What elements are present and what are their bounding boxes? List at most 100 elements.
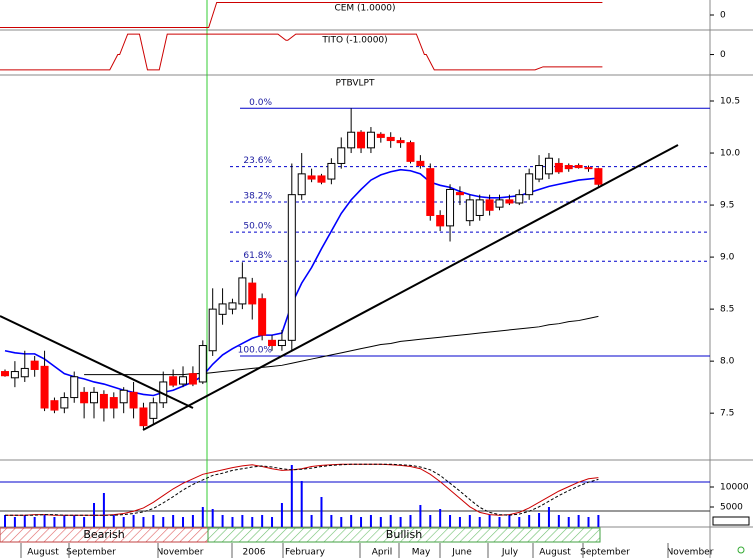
y-tick-label: 9.0	[720, 253, 735, 263]
volume-bar	[63, 515, 66, 527]
candle-body	[109, 397, 118, 409]
volume-bar	[488, 515, 491, 527]
candle-body	[277, 339, 286, 347]
candle-body	[10, 371, 19, 379]
candle-body	[80, 391, 89, 404]
volume-bar	[142, 517, 145, 527]
volume-bar	[102, 493, 105, 527]
candle-body	[515, 194, 524, 204]
series-line	[5, 463, 599, 516]
volume-bar	[567, 517, 570, 527]
candle-body	[1, 371, 9, 377]
bullish-band	[207, 527, 601, 543]
volume-bar	[320, 497, 323, 527]
candle-body	[99, 393, 108, 409]
volume-bar	[112, 515, 115, 527]
candle-body	[525, 173, 534, 196]
candle-body	[90, 391, 99, 404]
y-tick-label: 7.5	[720, 409, 734, 419]
volume-bar	[122, 517, 125, 527]
panel-title: PTBVLPT	[336, 79, 375, 89]
volume-bar	[498, 517, 501, 527]
volume-bar	[310, 515, 313, 527]
volume-bar	[191, 515, 194, 527]
volume-bar	[172, 515, 175, 527]
trendline	[0, 315, 194, 409]
candle-body	[208, 308, 217, 352]
candle-body	[139, 407, 148, 427]
candle-body	[416, 160, 425, 167]
volume-bar	[152, 515, 155, 527]
candle-body	[307, 175, 316, 180]
x-tick-label: February	[285, 548, 326, 558]
candle-body	[465, 199, 474, 222]
indicator-line	[0, 2, 603, 28]
y-tick-label: 0	[720, 50, 726, 60]
candle-body	[584, 167, 593, 170]
scroll-box	[712, 516, 750, 526]
candle-body	[396, 140, 405, 144]
candle-body	[20, 367, 29, 378]
volume-bar	[280, 503, 283, 527]
volume-bar	[241, 515, 244, 527]
volume-bar	[429, 515, 432, 527]
candle-body	[287, 194, 296, 341]
volume-bar	[538, 513, 541, 527]
x-tick-label: May	[412, 548, 431, 558]
series-line	[84, 315, 599, 376]
candle-body	[297, 173, 306, 196]
y-tick-label: 10.5	[720, 97, 740, 107]
y-tick-label: 10000	[720, 483, 749, 493]
volume-bar	[587, 517, 590, 527]
candle-body	[535, 165, 544, 180]
volume-bar	[83, 517, 86, 527]
volume-bar	[251, 517, 254, 527]
volume-bar	[261, 515, 264, 527]
volume-bar	[419, 505, 422, 527]
candle-body	[406, 142, 415, 162]
y-tick-label: 10.0	[720, 149, 740, 159]
candle-body	[376, 133, 385, 138]
volume-bar	[399, 517, 402, 527]
volume-bar	[439, 509, 442, 527]
candle-body	[485, 199, 494, 211]
x-tick-label: August	[27, 548, 59, 558]
candle-body	[258, 298, 267, 336]
fib-label: 61.8%	[243, 251, 272, 261]
status-icon	[737, 546, 745, 554]
volume-bar	[13, 517, 16, 527]
y-tick-label: 0	[720, 11, 726, 21]
volume-bar	[73, 515, 76, 527]
x-tick-label: July	[501, 548, 519, 558]
x-tick-label: June	[451, 548, 472, 558]
fib-label: 50.0%	[243, 222, 272, 232]
candle-body	[554, 162, 563, 173]
volume-bar	[557, 515, 560, 527]
y-tick-label: 9.5	[720, 201, 734, 211]
volume-bar	[597, 515, 600, 527]
candle-body	[594, 168, 603, 185]
fib-label: 38.2%	[243, 191, 272, 201]
volume-bar	[271, 517, 274, 527]
panel-title: TITO (-1.0000)	[321, 36, 387, 46]
candle-body	[218, 303, 227, 315]
candle-body	[505, 199, 514, 204]
candle-body	[198, 345, 207, 383]
panel-title: CEM (1.0000)	[334, 4, 395, 14]
candle-body	[238, 277, 247, 305]
volume-bar	[132, 515, 135, 527]
candle-body	[475, 199, 484, 216]
volume-bar	[4, 515, 6, 527]
volume-bar	[518, 517, 521, 527]
candle-body	[60, 397, 69, 409]
candle-body	[386, 136, 395, 142]
volume-bar	[468, 515, 471, 527]
candle-body	[455, 192, 464, 196]
candle-body	[268, 339, 277, 347]
x-tick-label: September	[580, 548, 630, 558]
x-tick-label: 2006	[243, 548, 266, 558]
volume-bar	[330, 515, 333, 527]
candle-body	[337, 147, 346, 164]
candle-body	[366, 131, 375, 149]
